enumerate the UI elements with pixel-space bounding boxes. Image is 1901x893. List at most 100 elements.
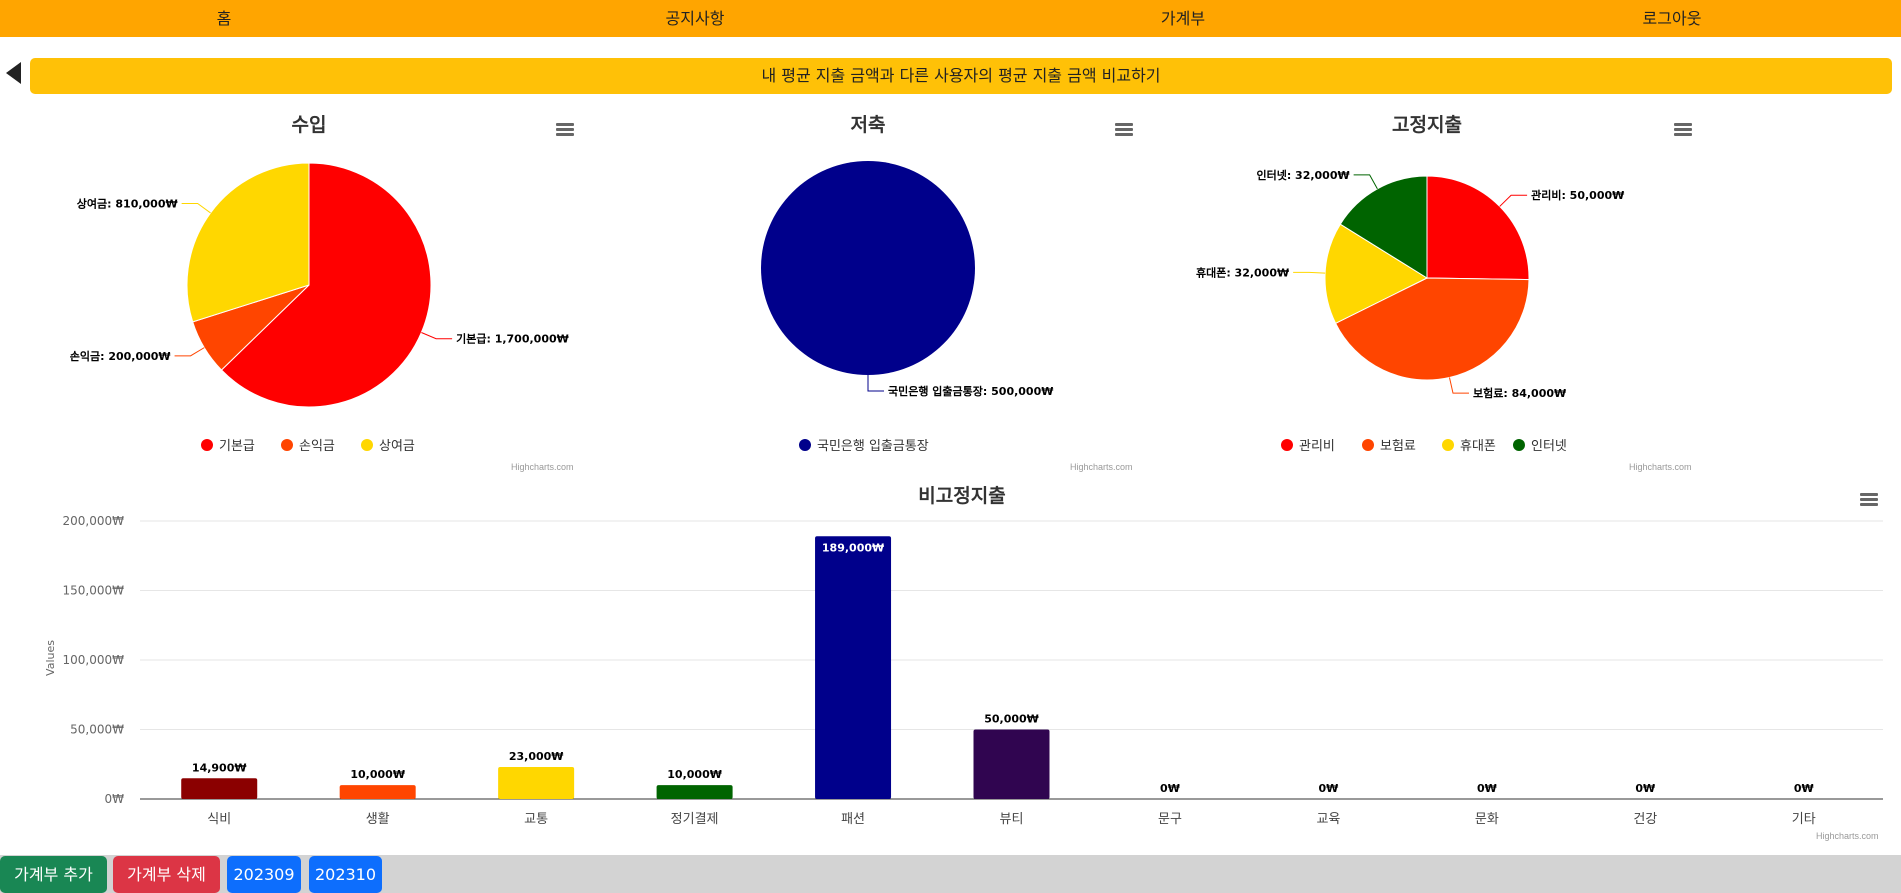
fixed-expense-legend-marker-3[interactable] (1513, 439, 1525, 451)
variable-expense-chart-title: 비고정지출 (918, 485, 1006, 507)
fixed-expense-slice-1[interactable] (1334, 277, 1530, 381)
bar-0[interactable] (181, 778, 258, 799)
savings-chart-title: 저축 (850, 114, 886, 136)
savings-data-label-0: 국민은행 입출금통장: 500,000₩ (888, 384, 1053, 398)
x-category-label-0: 식비 (207, 812, 231, 827)
fixed-expense-connector-2 (1293, 271, 1326, 274)
savings-connector-0 (867, 375, 884, 392)
fixed-expense-data-label-0: 관리비: 50,000₩ (1531, 188, 1624, 202)
y-tick-label: 100,000₩ (63, 653, 125, 667)
y-tick-label: 150,000₩ (63, 584, 125, 598)
variable-expense-chart-credit[interactable]: Highcharts.com (1816, 831, 1879, 841)
x-category-label-1: 생활 (366, 812, 390, 827)
fixed-expense-slice-2[interactable] (1324, 223, 1429, 324)
bar-data-label-3: 10,000₩ (667, 768, 722, 781)
bar-data-label-10: 0₩ (1794, 782, 1814, 795)
income-legend-marker-2[interactable] (361, 439, 373, 451)
fixed-expense-legend-item-3[interactable]: 인터넷 (1531, 439, 1567, 454)
month-button-202309[interactable]: 202309 (227, 856, 301, 893)
fixed-expense-data-label-2: 휴대폰: 32,000₩ (1196, 265, 1289, 279)
fixed-expense-chart-menu-icon[interactable] (1674, 123, 1692, 137)
fixed-expense-legend-item-0[interactable]: 관리비 (1299, 439, 1335, 454)
x-category-label-2: 교통 (524, 812, 548, 827)
fixed-expense-connector-1 (1448, 377, 1469, 394)
bar-5[interactable] (973, 729, 1050, 800)
bar-4[interactable] (815, 536, 892, 799)
variable-expense-chart-menu-icon[interactable] (1860, 493, 1878, 507)
income-data-label-0: 기본급: 1,700,000₩ (456, 332, 569, 346)
x-category-label-10: 기타 (1792, 812, 1816, 827)
y-tick-label: 0₩ (105, 792, 125, 806)
y-tick-label: 200,000₩ (63, 514, 125, 528)
savings-legend-marker-0[interactable] (799, 439, 811, 451)
savings-pie-chart: 국민은행 입출금통장: 500,000₩ 국민은행 입출금통장 (761, 161, 1053, 454)
income-connector-2 (181, 202, 211, 214)
fixed-expense-legend-marker-0[interactable] (1281, 439, 1293, 451)
bar-data-label-5: 50,000₩ (984, 713, 1039, 726)
fixed-expense-chart-title: 고정지출 (1392, 114, 1462, 136)
bar-2[interactable] (498, 767, 575, 799)
y-tick-label: 50,000₩ (70, 723, 124, 737)
nav-account-book[interactable]: 가계부 (1160, 9, 1206, 28)
fixed-expense-legend-marker-2[interactable] (1442, 439, 1454, 451)
top-nav: 홈 공지사항 가계부 로그아웃 (0, 0, 1901, 37)
x-category-label-7: 교육 (1316, 812, 1340, 827)
income-connector-1 (174, 347, 205, 357)
fixed-expense-legend-item-1[interactable]: 보험료 (1380, 439, 1416, 454)
bar-data-label-2: 23,000₩ (509, 750, 564, 763)
x-category-label-3: 정기결제 (671, 812, 719, 827)
fixed-expense-slice-3[interactable] (1339, 175, 1428, 279)
income-chart-menu-icon[interactable] (556, 123, 574, 137)
bar-data-label-6: 0₩ (1160, 782, 1180, 795)
bar-data-label-1: 10,000₩ (350, 768, 405, 781)
back-arrow-icon[interactable] (6, 62, 21, 84)
fixed-expense-legend-marker-1[interactable] (1362, 439, 1374, 451)
fixed-expense-pie-chart: 관리비: 50,000₩ 관리비 보험료: 84,000₩ 보험료 휴대폰: 32,00… (1196, 168, 1624, 454)
x-category-label-5: 뷰티 (1000, 812, 1024, 827)
bar-data-label-8: 0₩ (1477, 782, 1497, 795)
fixed-expense-legend-item-2[interactable]: 휴대폰 (1460, 439, 1496, 454)
add-account-book-button[interactable]: 가계부 추가 (0, 856, 107, 893)
bar-data-label-0: 14,900₩ (192, 761, 247, 774)
savings-slice-0[interactable] (761, 161, 975, 375)
bar-data-label-4: 189,000₩ (822, 541, 884, 554)
fixed-expense-data-label-1: 보험료: 84,000₩ (1473, 386, 1566, 400)
income-slice-0[interactable] (220, 162, 432, 408)
compare-average-button[interactable]: 내 평균 지출 금액과 다른 사용자의 평균 지출 금액 비교하기 (30, 58, 1892, 94)
fixed-expense-connector-0 (1499, 194, 1528, 207)
bar-1[interactable] (339, 785, 416, 799)
fixed-expense-slice-0[interactable] (1426, 175, 1530, 281)
income-data-label-2: 상여금: 810,000₩ (77, 196, 178, 210)
month-button-202310[interactable]: 202310 (309, 856, 382, 893)
income-legend-marker-0[interactable] (201, 439, 213, 451)
income-legend-item-2[interactable]: 상여금 (379, 439, 415, 454)
bar-3[interactable] (656, 785, 733, 799)
x-category-label-9: 건강 (1633, 812, 1657, 827)
income-chart-title: 수입 (291, 114, 327, 136)
income-chart-credit[interactable]: Highcharts.com (511, 462, 574, 472)
savings-chart-menu-icon[interactable] (1115, 123, 1133, 137)
income-slice-2[interactable] (186, 162, 310, 323)
nav-home[interactable]: 홈 (216, 9, 232, 28)
delete-account-book-button[interactable]: 가계부 삭제 (113, 856, 220, 893)
bar-data-label-9: 0₩ (1635, 782, 1655, 795)
fixed-expense-chart-credit[interactable]: Highcharts.com (1629, 462, 1692, 472)
income-data-label-1: 손익금: 200,000₩ (70, 350, 171, 363)
x-category-label-6: 문구 (1158, 812, 1182, 827)
fixed-expense-data-label-3: 인터넷: 32,000₩ (1256, 168, 1349, 182)
bar-data-label-7: 0₩ (1319, 782, 1339, 795)
income-connector-0 (421, 332, 453, 340)
nav-logout[interactable]: 로그아웃 (1642, 9, 1702, 28)
x-category-label-4: 패션 (841, 812, 865, 827)
variable-expense-bar-chart: 0₩ 50,000₩ 100,000₩ 150,000₩ 200,000₩ Values… (44, 514, 1883, 827)
income-legend-marker-1[interactable] (281, 439, 293, 451)
savings-chart-credit[interactable]: Highcharts.com (1070, 462, 1133, 472)
savings-legend-item-0[interactable]: 국민은행 입출금통장 (817, 438, 929, 454)
nav-notices[interactable]: 공지사항 (665, 9, 725, 28)
fixed-expense-connector-3 (1353, 174, 1378, 190)
income-pie-chart: 기본급: 1,700,000₩ 기본급 손익금: 200,000₩ 손익금 상여금: 8… (70, 162, 569, 454)
y-axis-title: Values (44, 640, 57, 676)
income-legend-item-1[interactable]: 손익금 (299, 439, 335, 454)
x-category-label-8: 문화 (1475, 812, 1499, 827)
income-legend-item-0[interactable]: 기본급 (219, 439, 255, 454)
